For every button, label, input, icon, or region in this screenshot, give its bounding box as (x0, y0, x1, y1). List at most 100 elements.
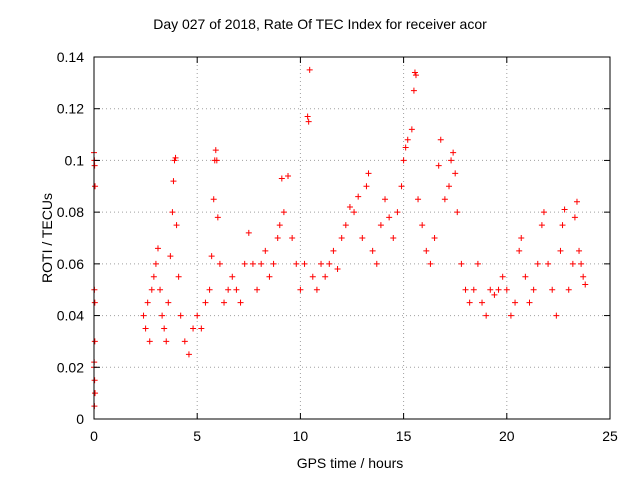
data-point (448, 157, 455, 164)
data-point (450, 149, 457, 156)
data-point (169, 209, 176, 216)
data-point (466, 299, 473, 306)
data-point (241, 260, 248, 267)
x-tick-label: 0 (90, 428, 98, 444)
data-point (359, 235, 366, 241)
data-point (276, 222, 283, 229)
data-point (146, 338, 153, 345)
data-point (318, 260, 325, 267)
data-point (452, 170, 459, 177)
data-point (474, 260, 481, 267)
data-point (404, 136, 411, 143)
data-point (491, 291, 498, 298)
data-point (377, 222, 384, 229)
data-point (91, 299, 98, 306)
data-point (212, 147, 219, 154)
data-point (330, 247, 337, 254)
data-point (540, 209, 547, 216)
data-point (479, 299, 486, 306)
data-point (408, 126, 415, 133)
data-point (369, 247, 376, 254)
y-tick-label: 0.04 (57, 308, 84, 324)
data-point (518, 235, 525, 241)
data-point (175, 273, 182, 280)
data-point (157, 286, 164, 293)
data-point (446, 183, 453, 190)
data-point (561, 206, 568, 213)
data-point (431, 235, 438, 241)
x-tick-label: 5 (193, 428, 201, 444)
data-point (386, 214, 393, 221)
data-point (214, 214, 221, 221)
data-point (181, 338, 188, 345)
data-point (522, 273, 529, 280)
data-point (410, 87, 417, 94)
data-point (237, 299, 244, 306)
data-point (454, 209, 461, 216)
data-point (400, 157, 407, 164)
data-point (216, 260, 223, 267)
data-point (313, 286, 320, 293)
data-point (185, 351, 192, 358)
data-point (274, 235, 281, 241)
data-point (301, 260, 308, 267)
data-point (576, 247, 583, 254)
data-point (402, 144, 409, 151)
data-point (171, 157, 178, 164)
data-point (394, 209, 401, 216)
data-point (266, 273, 273, 280)
plot-frame (93, 56, 611, 420)
data-point (487, 286, 494, 293)
data-point (170, 178, 177, 185)
data-point (553, 312, 560, 319)
data-point (549, 286, 556, 293)
data-point (503, 286, 510, 293)
data-point (412, 72, 419, 79)
data-point (144, 299, 151, 306)
x-tick-label: 10 (293, 428, 309, 444)
data-point (427, 260, 434, 267)
data-point (507, 312, 514, 319)
data-point (526, 299, 533, 306)
data-point (573, 198, 580, 205)
data-point (499, 273, 506, 280)
data-point (306, 66, 313, 73)
data-point (305, 118, 312, 125)
data-point (483, 312, 490, 319)
data-point (419, 222, 426, 229)
data-point (167, 253, 174, 260)
data-point (229, 273, 236, 280)
data-point (580, 273, 587, 280)
data-point (470, 286, 477, 293)
data-point (398, 183, 405, 190)
x-tick-label: 15 (396, 428, 412, 444)
data-point (326, 260, 333, 267)
data-point (297, 286, 304, 293)
data-point (262, 247, 269, 254)
data-point (142, 325, 149, 332)
data-point (309, 273, 316, 280)
data-point (91, 338, 98, 345)
data-point (334, 266, 341, 273)
data-point (462, 286, 469, 293)
x-tick-label: 20 (499, 428, 515, 444)
data-point (411, 69, 418, 76)
y-tick-label: 0.08 (57, 204, 84, 220)
data-point (210, 196, 217, 203)
data-point (202, 299, 209, 306)
data-point (557, 247, 564, 254)
data-point (293, 260, 300, 267)
data-point (258, 260, 265, 267)
data-point (322, 273, 329, 280)
data-point (92, 390, 99, 397)
data-point (512, 299, 519, 306)
y-tick-label: 0.02 (57, 359, 84, 375)
data-point (285, 172, 292, 179)
y-tick-label: 0.12 (57, 101, 84, 117)
data-point (458, 260, 465, 267)
data-point (423, 247, 430, 254)
data-point (254, 286, 261, 293)
data-point (415, 196, 422, 203)
data-point (208, 253, 215, 260)
